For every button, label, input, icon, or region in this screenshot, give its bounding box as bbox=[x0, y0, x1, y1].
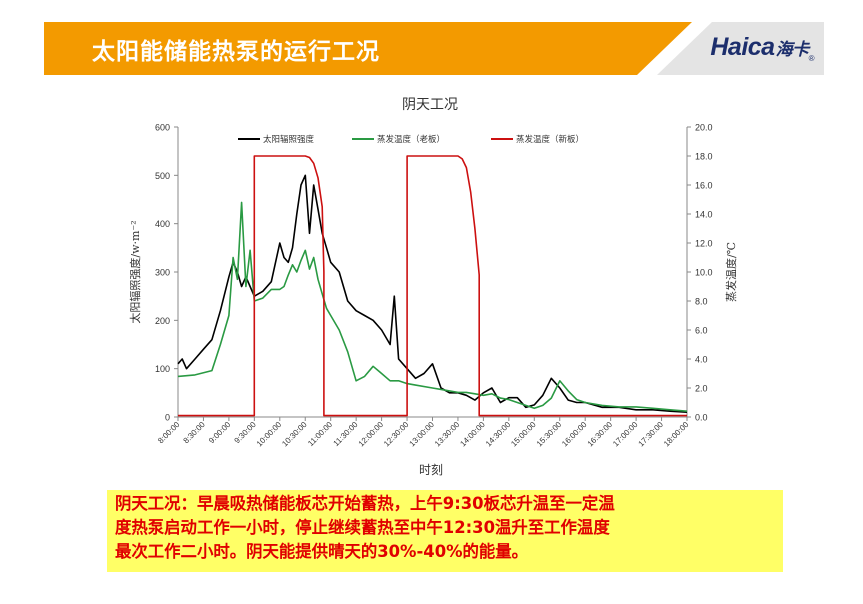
y-left-tick-label: 0 bbox=[165, 413, 170, 423]
x-tick-label: 18:00:00 bbox=[662, 420, 691, 449]
x-tick-label: 11:30:00 bbox=[332, 420, 360, 448]
legend-label: 蒸发温度（老板） bbox=[377, 134, 445, 145]
x-tick-label: 17:00:00 bbox=[611, 420, 640, 449]
x-tick-label: 13:00:00 bbox=[408, 420, 437, 449]
x-tick-label: 14:00:00 bbox=[458, 420, 487, 449]
evaporation-chart: 阴天工况 0 100 200 300 400 500 600 0.0 2.0 4.0 6.0 8.0 1… bbox=[128, 97, 738, 477]
x-axis-label: 时刻 bbox=[419, 463, 443, 477]
chart-series bbox=[177, 155, 688, 417]
y-right-tick-label: 10.0 bbox=[695, 268, 713, 278]
y-left-tick-label: 300 bbox=[155, 268, 170, 278]
x-tick-label: 8:30:00 bbox=[182, 420, 208, 446]
y-right-tick-label: 6.0 bbox=[695, 326, 708, 336]
x-tick-label: 10:30:00 bbox=[280, 420, 309, 449]
legend-label: 太阳辐照强度 bbox=[263, 134, 315, 145]
x-tick-label: 11:00:00 bbox=[306, 420, 334, 448]
y-axis-right-label: 蒸发温度/℃ bbox=[724, 242, 738, 302]
logo-registered-mark: ® bbox=[808, 54, 815, 63]
y-left-tick-label: 400 bbox=[155, 219, 170, 229]
y-axis-left-label: 太阳辐照强度/w·m⁻² bbox=[128, 220, 142, 323]
series-line bbox=[178, 155, 687, 417]
x-tick-label: 8:00:00 bbox=[156, 420, 182, 446]
y-right-tick-label: 16.0 bbox=[695, 181, 713, 191]
y-left-tick-label: 500 bbox=[155, 171, 170, 181]
y-right-tick-label: 20.0 bbox=[695, 123, 713, 133]
chart-ticks: 0 100 200 300 400 500 600 0.0 2.0 4.0 6.0 8.0 10.0 12… bbox=[155, 123, 713, 449]
x-tick-label: 16:00:00 bbox=[560, 420, 589, 449]
banner-background bbox=[44, 22, 824, 75]
y-left-tick-label: 200 bbox=[155, 316, 170, 326]
haica-logo: Haica海卡® bbox=[710, 33, 814, 63]
x-tick-label: 17:30:00 bbox=[637, 420, 666, 449]
y-left-tick-label: 600 bbox=[155, 123, 170, 133]
x-tick-label: 15:00:00 bbox=[509, 420, 538, 449]
x-tick-label: 10:00:00 bbox=[255, 420, 284, 449]
caption-line: 阴天工况：早晨吸热储能板芯开始蓄热，上午9:30板芯升温至一定温 bbox=[115, 494, 615, 513]
x-tick-label: 12:30:00 bbox=[382, 420, 411, 449]
y-right-tick-label: 14.0 bbox=[695, 210, 713, 220]
page-title: 太阳能储能热泵的运行工况 bbox=[92, 39, 380, 65]
legend-label: 蒸发温度（新板） bbox=[516, 134, 584, 145]
x-tick-label: 16:30:00 bbox=[586, 420, 615, 449]
x-tick-label: 9:00:00 bbox=[207, 420, 233, 446]
y-right-tick-label: 4.0 bbox=[695, 355, 708, 365]
x-tick-label: 14:30:00 bbox=[484, 420, 513, 449]
caption-box: 阴天工况：早晨吸热储能板芯开始蓄热，上午9:30板芯升温至一定温 度热泵启动工作… bbox=[107, 490, 783, 572]
logo-cn-text: 海卡 bbox=[775, 40, 810, 59]
y-right-tick-label: 18.0 bbox=[695, 152, 713, 162]
x-tick-label: 15:30:00 bbox=[535, 420, 564, 449]
y-right-tick-label: 0.0 bbox=[695, 413, 708, 423]
caption-line: 度热泵启动工作一小时，停止继续蓄热至中午12:30温升至工作温度 bbox=[115, 518, 610, 537]
y-left-tick-label: 100 bbox=[155, 364, 170, 374]
title-banner: 太阳能储能热泵的运行工况 Haica海卡® bbox=[44, 22, 824, 75]
chart-title: 阴天工况 bbox=[402, 97, 458, 113]
chart-legend: 太阳辐照强度 蒸发温度（老板） 蒸发温度（新板） bbox=[238, 134, 584, 145]
x-tick-label: 12:00:00 bbox=[357, 420, 386, 449]
y-right-tick-label: 8.0 bbox=[695, 297, 708, 307]
caption-line: 最次工作二小时。阴天能提供晴天的30%-40%的能量。 bbox=[115, 542, 529, 561]
logo-text: Haica bbox=[710, 33, 775, 61]
x-tick-label: 13:30:00 bbox=[433, 420, 462, 449]
y-right-tick-label: 12.0 bbox=[695, 239, 713, 249]
y-right-tick-label: 2.0 bbox=[695, 384, 708, 394]
